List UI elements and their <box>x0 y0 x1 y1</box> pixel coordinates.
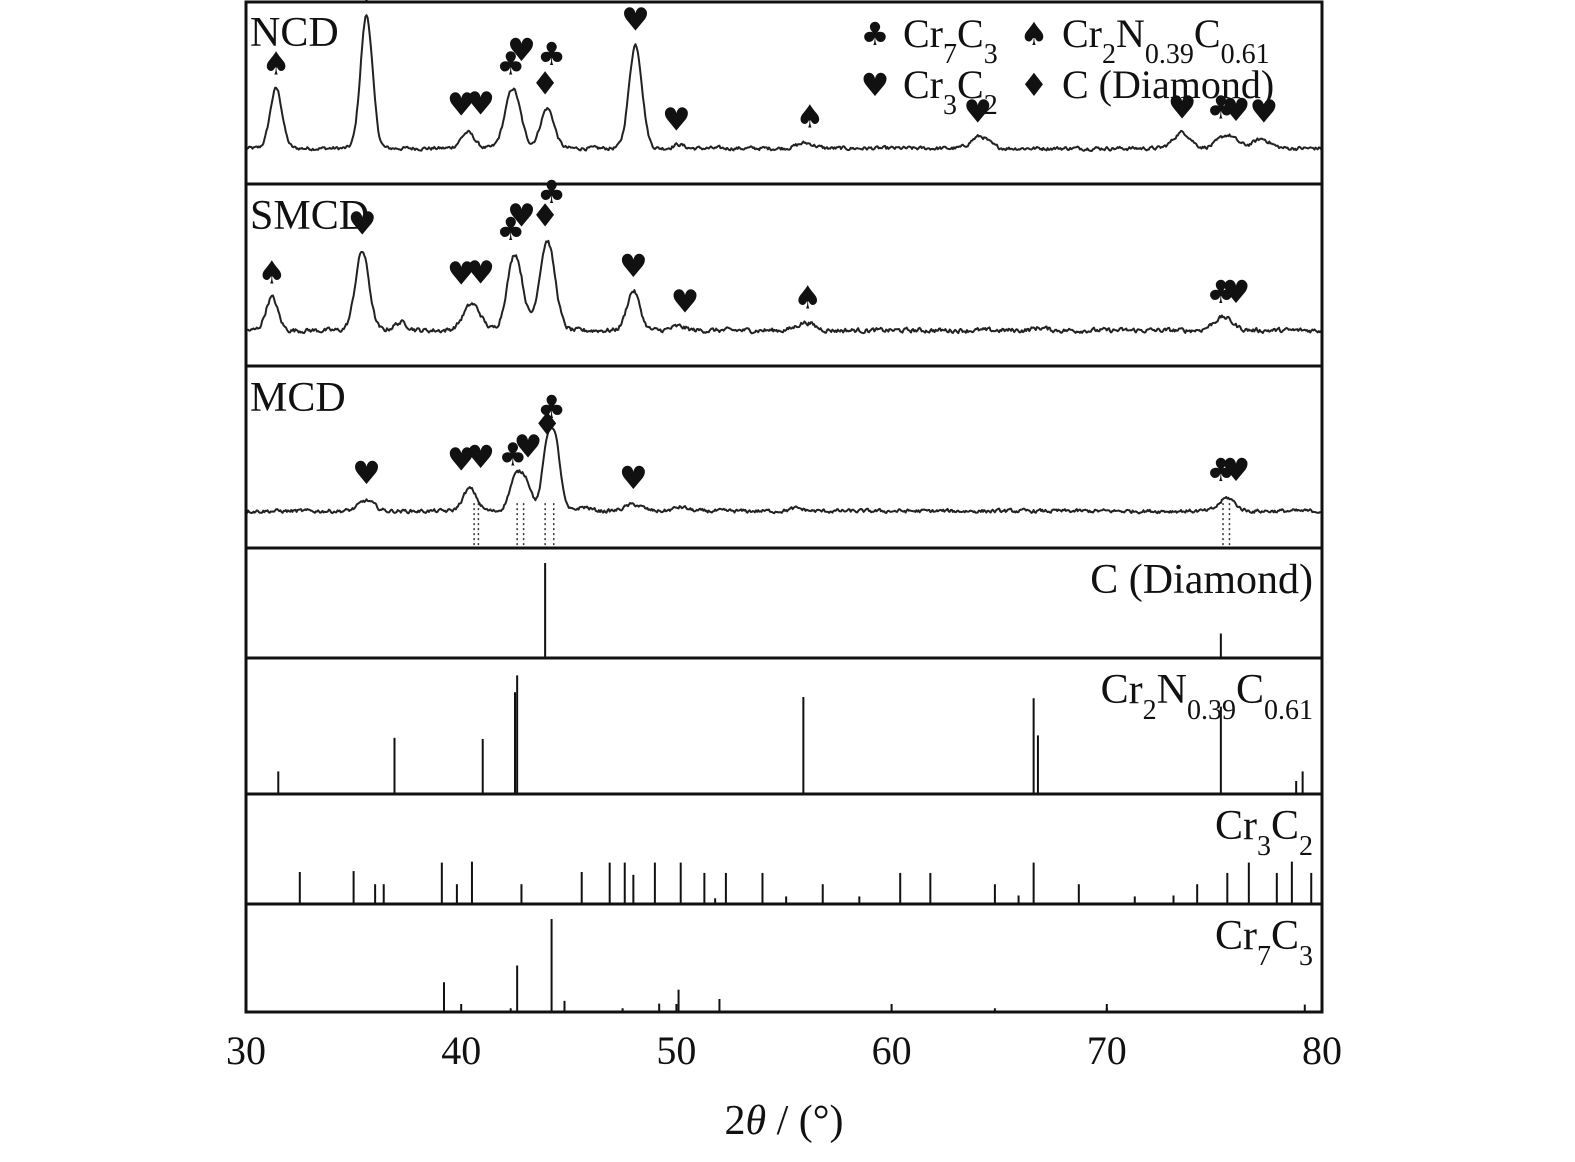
phase-marker: ♥ <box>514 427 543 465</box>
pattern-line-ncd <box>245 14 1323 152</box>
pattern-line-smcd <box>245 239 1323 335</box>
phase-marker: ♥ <box>352 454 381 492</box>
phase-marker: ♣ <box>1207 88 1236 126</box>
phase-marker: ♥ <box>662 100 691 138</box>
reference-sticks <box>277 563 1323 1012</box>
phase-marker: ♥ <box>447 86 476 124</box>
reference-label-cr2n0-39c0-61: Cr2N0.39C0.61 <box>1101 667 1313 726</box>
phase-marker: ♥ <box>447 255 476 293</box>
x-tick-label: 50 <box>656 1028 696 1073</box>
phase-marker: ♥ <box>447 441 476 479</box>
phase-marker: ♣ <box>499 435 528 473</box>
legend-diamond-icon: ♦ <box>1020 66 1049 104</box>
reference-label-cr3c2: Cr3C2 <box>1215 803 1313 862</box>
phase-marker: ♣ <box>537 173 566 211</box>
phase-marker: ♥ <box>352 0 381 9</box>
phase-marker: ♥ <box>507 31 536 69</box>
phase-marker: ♥ <box>1168 88 1197 126</box>
phase-marker: ♥ <box>671 282 700 320</box>
phase-marker: ♥ <box>348 205 377 243</box>
phase-marker: ♠ <box>795 98 824 136</box>
phase-marker: ♦ <box>531 64 560 102</box>
phase-marker: ♥ <box>963 92 992 130</box>
phase-marker: ♥ <box>1222 451 1251 489</box>
legend-label: Cr2N0.39C0.61 <box>1062 11 1270 70</box>
phase-marker: ♥ <box>466 253 495 291</box>
reference-label-c-diamond: C (Diamond) <box>1090 557 1313 603</box>
phase-marker: ♣ <box>537 388 566 426</box>
legend-spade-icon: ♠ <box>1020 15 1049 53</box>
x-tick-label: 60 <box>872 1028 912 1073</box>
plot-frame <box>244 0 1324 1014</box>
pattern-line-mcd <box>245 424 1323 515</box>
phase-markers: ♠♥♥♥♣♥♦♣♥♥♠♥♥♣♥♥♠♥♥♥♣♥♦♣♥♥♠♣♥♥♥♥♣♥♦♣♥♣♥ <box>257 0 1278 497</box>
phase-marker: ♥ <box>619 459 648 497</box>
phase-marker: ♦ <box>531 197 560 235</box>
pattern-curves <box>245 14 1323 515</box>
reference-label-cr7c3: Cr7C3 <box>1215 913 1313 972</box>
legend-club-icon: ♣ <box>861 15 890 53</box>
legend-label: Cr3C2 <box>903 62 998 121</box>
phase-marker: ♠ <box>793 278 822 316</box>
x-tick-label: 30 <box>226 1028 266 1073</box>
sample-label-ncd: NCD <box>250 10 339 56</box>
phase-marker: ♣ <box>537 35 566 73</box>
phase-marker: ♥ <box>619 247 648 285</box>
phase-marker: ♥ <box>1222 91 1251 129</box>
phase-marker: ♣ <box>1207 451 1236 489</box>
phase-marker: ♥ <box>507 197 536 235</box>
legend-label: Cr7C3 <box>903 11 998 70</box>
guide-lines <box>473 503 1231 547</box>
phase-marker: ♣ <box>496 210 525 248</box>
sample-label-smcd: SMCD <box>250 193 369 239</box>
x-tick-label: 40 <box>441 1028 481 1073</box>
phase-marker: ♥ <box>1250 92 1279 130</box>
phase-marker: ♥ <box>621 1 650 39</box>
phase-marker: ♠ <box>262 45 291 83</box>
phase-marker: ♥ <box>466 84 495 122</box>
legend-label: C (Diamond) <box>1062 62 1274 107</box>
x-tick-label: 70 <box>1087 1028 1127 1073</box>
phase-marker: ♦ <box>533 405 562 443</box>
plot-border <box>244 0 1324 1014</box>
legend-heart-icon: ♥ <box>861 66 890 104</box>
phase-marker: ♠ <box>257 253 286 291</box>
x-tick-label: 80 <box>1302 1028 1342 1073</box>
x-axis-title: 2θ / (°) <box>724 1098 843 1144</box>
phase-marker: ♥ <box>1222 273 1251 311</box>
sample-label-mcd: MCD <box>250 375 346 421</box>
phase-marker: ♣ <box>496 45 525 83</box>
phase-marker: ♥ <box>466 438 495 476</box>
phase-marker: ♣ <box>1207 273 1236 311</box>
